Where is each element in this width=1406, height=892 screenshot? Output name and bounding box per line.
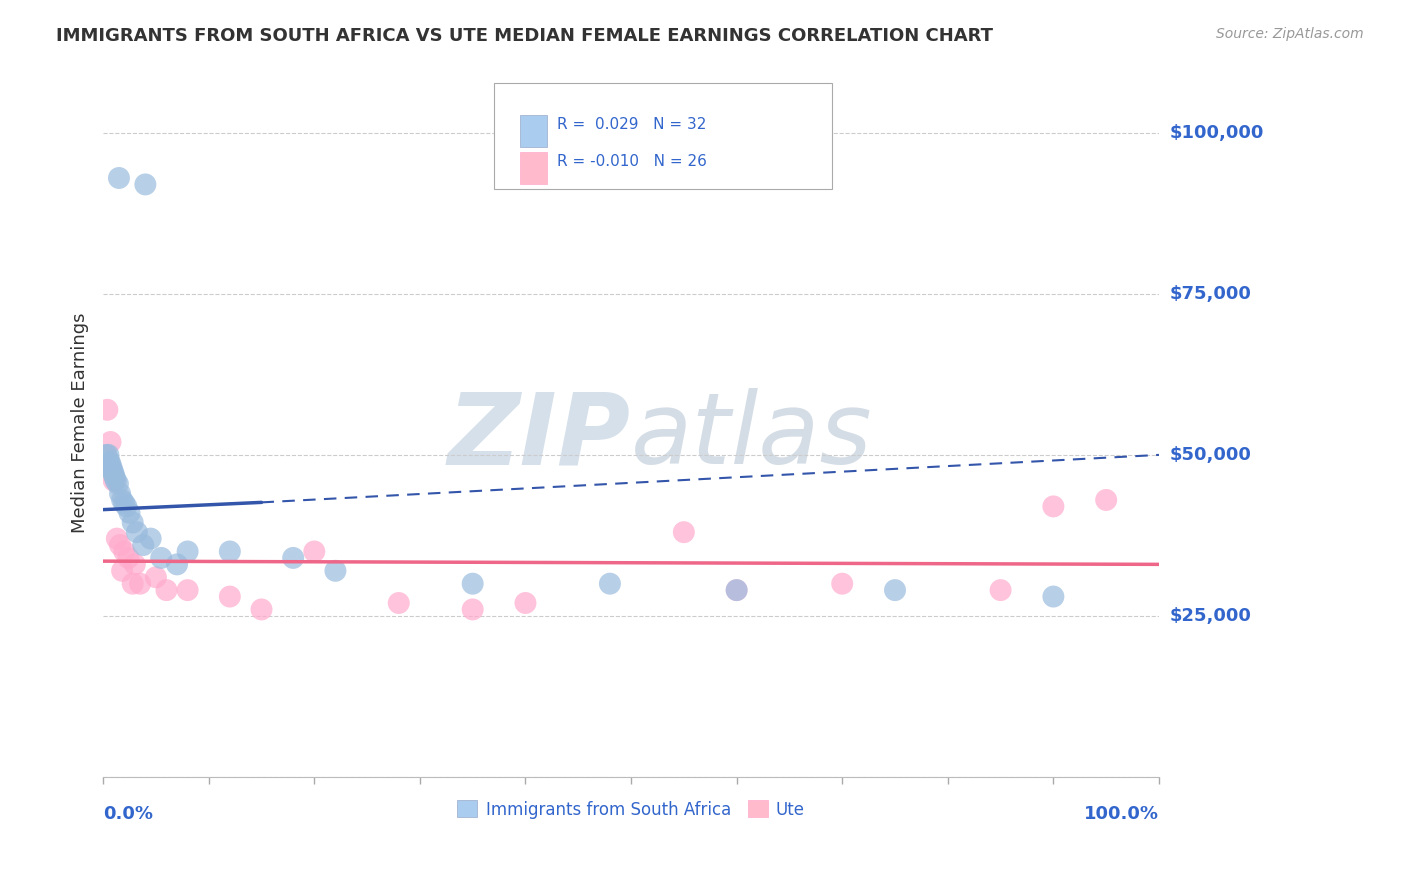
Point	[166, 558, 188, 572]
Point	[111, 564, 134, 578]
Point	[105, 532, 128, 546]
Point	[115, 500, 138, 514]
Point	[121, 516, 143, 530]
Point	[101, 464, 124, 478]
Point	[112, 544, 135, 558]
Point	[98, 454, 121, 468]
Point	[725, 583, 748, 598]
Point	[884, 583, 907, 598]
Text: R = -0.010   N = 26: R = -0.010 N = 26	[557, 154, 707, 169]
Point	[134, 178, 156, 192]
Point	[990, 583, 1012, 598]
Point	[108, 538, 131, 552]
Point	[283, 550, 305, 565]
Point	[218, 544, 240, 558]
Point	[104, 474, 127, 488]
Point	[155, 583, 177, 598]
Point	[599, 576, 621, 591]
Point	[96, 402, 118, 417]
Point	[672, 525, 695, 540]
Point	[118, 506, 141, 520]
Text: $75,000: $75,000	[1170, 285, 1251, 303]
Point	[176, 583, 198, 598]
Point	[725, 583, 748, 598]
Point	[112, 496, 135, 510]
Text: IMMIGRANTS FROM SOUTH AFRICA VS UTE MEDIAN FEMALE EARNINGS CORRELATION CHART: IMMIGRANTS FROM SOUTH AFRICA VS UTE MEDI…	[56, 27, 993, 45]
Point	[304, 544, 326, 558]
Text: Source: ZipAtlas.com: Source: ZipAtlas.com	[1216, 27, 1364, 41]
Point	[107, 476, 129, 491]
Point	[108, 171, 131, 186]
Text: ZIP: ZIP	[449, 388, 631, 485]
Y-axis label: Median Female Earnings: Median Female Earnings	[72, 312, 89, 533]
Point	[125, 525, 148, 540]
Point	[96, 448, 118, 462]
Text: R =  0.029   N = 32: R = 0.029 N = 32	[557, 117, 707, 132]
Point	[145, 570, 167, 584]
Point	[124, 558, 146, 572]
Point	[461, 576, 484, 591]
Text: atlas: atlas	[631, 388, 873, 485]
Point	[103, 474, 125, 488]
Point	[104, 470, 127, 484]
Point	[139, 532, 162, 546]
Text: $100,000: $100,000	[1170, 124, 1264, 142]
Point	[103, 467, 125, 482]
Text: $25,000: $25,000	[1170, 607, 1251, 625]
Point	[1042, 500, 1064, 514]
Point	[100, 458, 122, 472]
Point	[117, 550, 139, 565]
Point	[831, 576, 853, 591]
Point	[1095, 493, 1118, 508]
Text: 100.0%: 100.0%	[1084, 805, 1159, 823]
FancyBboxPatch shape	[520, 153, 547, 184]
FancyBboxPatch shape	[494, 83, 832, 189]
Point	[461, 602, 484, 616]
Point	[97, 448, 120, 462]
FancyBboxPatch shape	[520, 115, 547, 147]
Point	[129, 576, 152, 591]
Point	[250, 602, 273, 616]
Point	[150, 550, 173, 565]
Legend: Immigrants from South Africa, Ute: Immigrants from South Africa, Ute	[450, 794, 811, 825]
Point	[1042, 590, 1064, 604]
Text: $50,000: $50,000	[1170, 446, 1251, 464]
Point	[176, 544, 198, 558]
Point	[121, 576, 143, 591]
Text: 0.0%: 0.0%	[103, 805, 153, 823]
Point	[325, 564, 347, 578]
Point	[111, 493, 134, 508]
Point	[515, 596, 537, 610]
Point	[388, 596, 411, 610]
Point	[218, 590, 240, 604]
Point	[108, 486, 131, 500]
Point	[100, 460, 122, 475]
Point	[100, 435, 122, 450]
Point	[132, 538, 155, 552]
